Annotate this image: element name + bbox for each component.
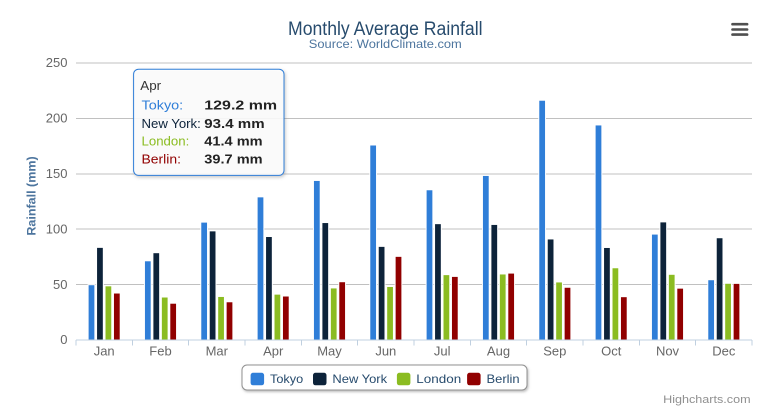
svg-text:London: London [416, 372, 461, 386]
svg-text:New York: New York [332, 372, 388, 386]
svg-text:Jun: Jun [375, 344, 396, 359]
svg-text:Apr: Apr [140, 79, 161, 93]
svg-text:Aug: Aug [487, 344, 510, 359]
svg-text:Jul: Jul [434, 344, 451, 359]
svg-text:150: 150 [46, 166, 68, 181]
svg-text:Berlin: Berlin [487, 372, 520, 386]
svg-text:200: 200 [46, 111, 68, 126]
svg-text:Dec: Dec [712, 344, 736, 359]
svg-text:Monthly Average Rainfall: Monthly Average Rainfall [288, 19, 483, 40]
svg-text:Apr: Apr [263, 344, 284, 359]
svg-text:Jan: Jan [94, 344, 115, 359]
svg-text:London:: London: [142, 135, 190, 149]
svg-text:41.4 mm: 41.4 mm [204, 135, 262, 149]
svg-text:May: May [317, 344, 342, 359]
svg-text:50: 50 [53, 277, 67, 292]
svg-text:129.2 mm: 129.2 mm [204, 99, 277, 113]
svg-text:Rainfall (mm): Rainfall (mm) [25, 156, 39, 235]
svg-text:100: 100 [46, 221, 68, 236]
svg-text:Sep: Sep [543, 344, 566, 359]
svg-text:Feb: Feb [149, 344, 171, 359]
svg-text:Nov: Nov [656, 344, 680, 359]
svg-text:Mar: Mar [206, 344, 229, 359]
svg-text:Berlin:: Berlin: [142, 152, 182, 166]
svg-text:Highcharts.com: Highcharts.com [663, 394, 751, 406]
svg-text:Tokyo: Tokyo [270, 372, 304, 386]
svg-text:93.4 mm: 93.4 mm [204, 117, 264, 131]
svg-text:0: 0 [60, 332, 67, 347]
svg-text:250: 250 [46, 55, 68, 70]
svg-text:Source: WorldClimate.com: Source: WorldClimate.com [309, 37, 462, 51]
svg-text:Oct: Oct [601, 344, 622, 359]
svg-text:Tokyo:: Tokyo: [142, 99, 184, 113]
svg-text:39.7 mm: 39.7 mm [204, 152, 262, 166]
svg-text:New York:: New York: [142, 117, 201, 131]
